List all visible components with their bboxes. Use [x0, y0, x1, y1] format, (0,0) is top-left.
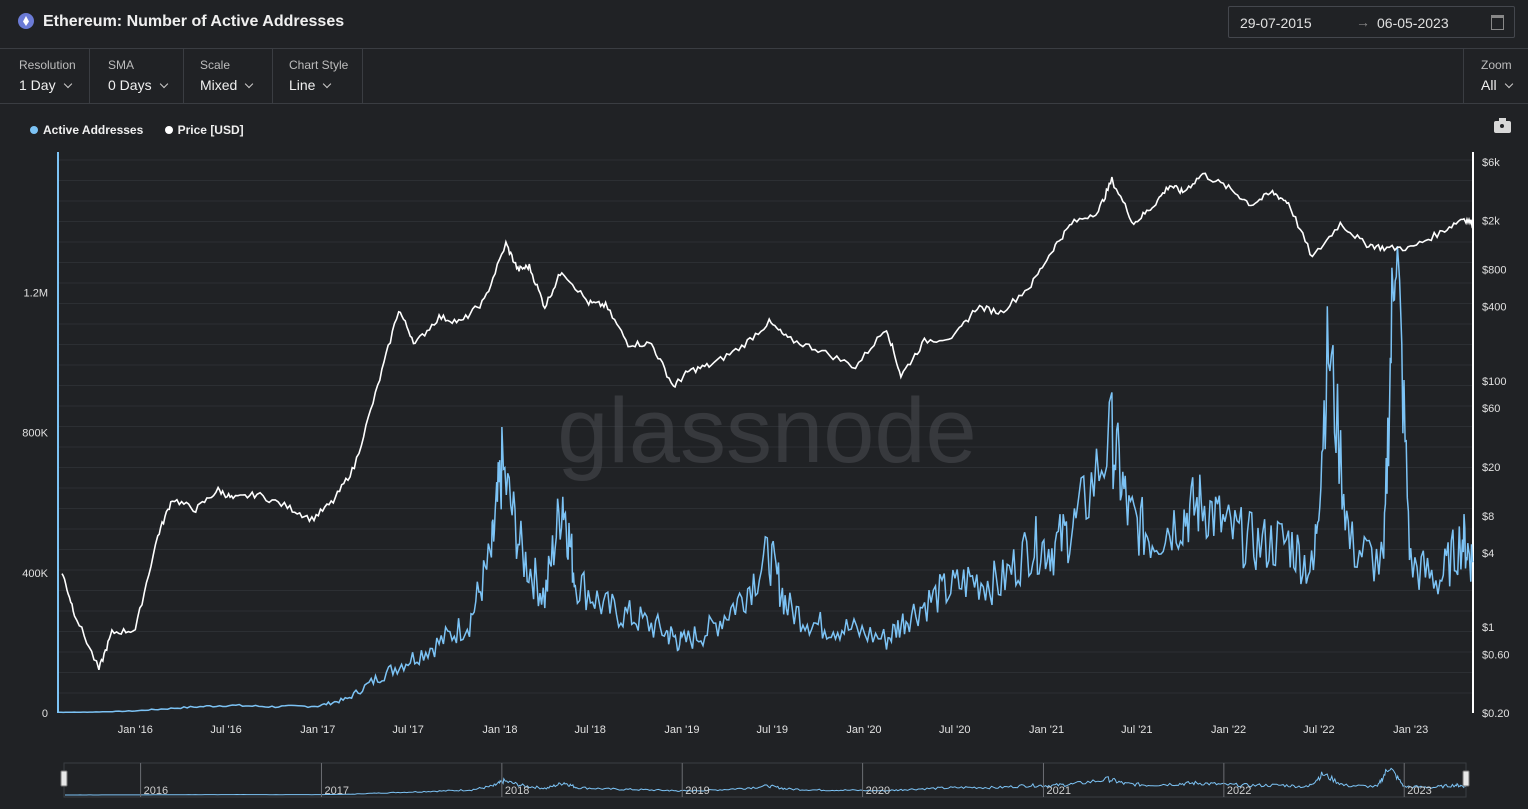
right-axis-tick-label: $400 — [1482, 302, 1506, 314]
controls-bar: Resolution 1 Day SMA 0 Days Scale Mixed … — [0, 48, 1528, 104]
x-axis-tick-label: Jan '18 — [482, 724, 517, 736]
x-axis-tick-label: Jan '17 — [300, 724, 335, 736]
x-axis-tick-label: Jul '21 — [1121, 724, 1152, 736]
ethereum-logo-icon — [18, 13, 34, 29]
right-axis-tick-label: $0.20 — [1482, 708, 1510, 720]
left-axis-tick-label: 0 — [42, 708, 48, 720]
navigator-year-label: 2017 — [324, 785, 348, 797]
legend-label[interactable]: Price [USD] — [177, 123, 244, 137]
resolution-dropdown[interactable]: Resolution 1 Day — [0, 48, 90, 103]
x-axis-tick-label: Jan '20 — [846, 724, 881, 736]
legend-dot — [164, 126, 173, 134]
right-axis-tick-label: $0.60 — [1482, 649, 1510, 661]
scale-value[interactable]: Mixed — [200, 77, 238, 93]
sma-dropdown[interactable]: SMA 0 Days — [89, 48, 184, 103]
scale-label: Scale — [200, 58, 231, 72]
camera-icon[interactable] — [1494, 118, 1511, 133]
arrow-right-icon: → — [1356, 14, 1370, 30]
zoom-dropdown[interactable]: Zoom All — [1463, 48, 1528, 103]
x-axis-tick-label: Jan '19 — [664, 724, 699, 736]
date-range-picker[interactable]: 29-07-2015 → 06-05-2023 — [1228, 6, 1515, 38]
right-axis-tick-label: $1 — [1482, 622, 1494, 634]
header-bar: Ethereum: Number of Active Addresses 29-… — [0, 0, 1528, 49]
date-to[interactable]: 06-05-2023 — [1377, 15, 1449, 31]
right-axis-tick-label: $20 — [1482, 462, 1500, 474]
navigator-year-label: 2018 — [505, 785, 529, 797]
chart-style-value[interactable]: Line — [289, 77, 316, 93]
navigator-year-label: 2022 — [1227, 785, 1251, 797]
sma-value[interactable]: 0 Days — [108, 77, 152, 93]
zoom-label: Zoom — [1481, 58, 1512, 72]
right-axis-tick-label: $4 — [1482, 548, 1494, 560]
watermark: glassnode — [557, 380, 976, 482]
legend-label[interactable]: Active Addresses — [43, 123, 144, 137]
date-from[interactable]: 29-07-2015 — [1240, 15, 1312, 31]
left-axis-tick-label: 400K — [22, 568, 48, 580]
x-axis-tick-label: Jul '19 — [757, 724, 788, 736]
chart-legend: Active Addresses Price [USD] — [30, 123, 262, 137]
x-axis-tick-label: Jul '18 — [574, 724, 605, 736]
legend-item-price[interactable]: Price [USD] — [164, 123, 244, 137]
price-line — [61, 172, 1474, 671]
right-axis-tick-label: $6k — [1482, 157, 1500, 169]
active-addresses-line — [59, 246, 1474, 714]
x-axis-tick-label: Jul '20 — [939, 724, 970, 736]
x-axis-tick-label: Jan '22 — [1211, 724, 1246, 736]
right-axis-tick-label: $2k — [1482, 216, 1500, 228]
x-axis-tick-label: Jul '17 — [392, 724, 423, 736]
calendar-icon[interactable] — [1491, 15, 1504, 30]
navigator-year-label: 2019 — [685, 785, 709, 797]
x-axis-tick-label: Jul '16 — [210, 724, 241, 736]
legend-item-active-addresses[interactable]: Active Addresses — [30, 123, 143, 137]
right-axis-tick-label: $100 — [1482, 376, 1506, 388]
zoom-value[interactable]: All — [1481, 77, 1497, 93]
resolution-value[interactable]: 1 Day — [19, 77, 56, 93]
left-axis-tick-label: 800K — [22, 428, 48, 440]
x-axis-tick-label: Jul '22 — [1303, 724, 1334, 736]
chart-style-label: Chart Style — [289, 58, 349, 72]
sma-label: SMA — [108, 58, 135, 72]
chart-style-dropdown[interactable]: Chart Style Line — [272, 48, 363, 103]
x-axis-tick-label: Jan '21 — [1029, 724, 1064, 736]
scale-dropdown[interactable]: Scale Mixed — [183, 48, 273, 103]
resolution-label: Resolution — [19, 58, 76, 72]
right-axis-tick-label: $60 — [1482, 403, 1500, 415]
left-axis-tick-label: 1.2M — [24, 287, 48, 299]
navigator-handle-right[interactable] — [1462, 770, 1470, 787]
navigator-year-label: 2020 — [866, 785, 890, 797]
page-title: Ethereum: Number of Active Addresses — [43, 13, 345, 30]
right-axis-tick-label: $8 — [1482, 511, 1494, 523]
legend-dot — [30, 126, 38, 134]
navigator-year-label: 2016 — [144, 785, 168, 797]
navigator-handle-left[interactable] — [60, 770, 68, 787]
navigator-frame — [63, 762, 1467, 798]
x-axis-tick-label: Jan '23 — [1393, 724, 1428, 736]
right-axis-tick-label: $800 — [1482, 265, 1506, 277]
navigator-year-label: 2021 — [1046, 785, 1070, 797]
navigator-year-label: 2023 — [1407, 785, 1431, 797]
x-axis-tick-label: Jan '16 — [118, 724, 153, 736]
navigator-line — [65, 767, 1467, 796]
